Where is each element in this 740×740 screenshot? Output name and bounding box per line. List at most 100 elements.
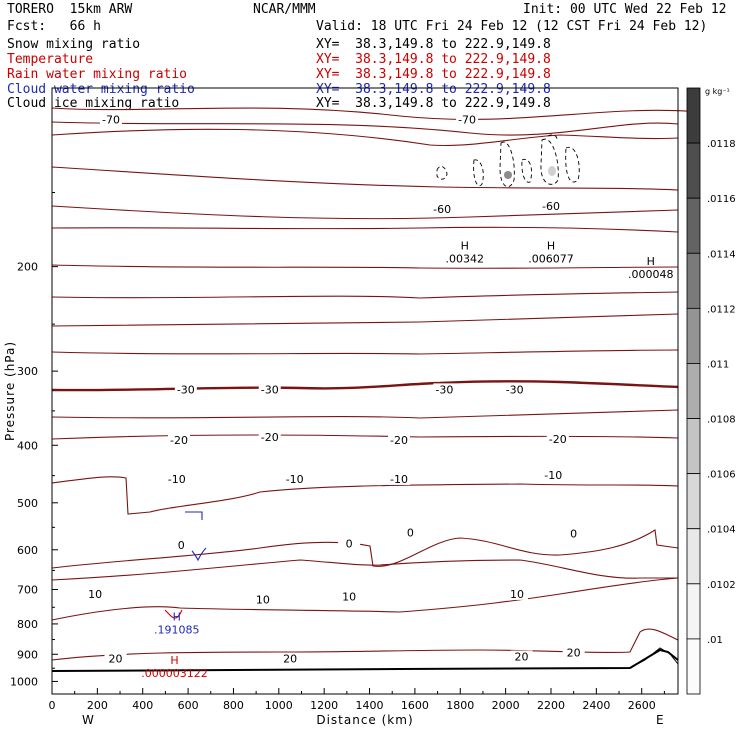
isotherm-label-bg — [84, 588, 107, 601]
y-tick-label: 400 — [17, 439, 38, 452]
ice-core-marks — [504, 166, 556, 179]
colorbar-swatch — [686, 363, 701, 419]
y-tick-label: 500 — [17, 497, 38, 510]
x-tick-label: 800 — [223, 699, 244, 712]
colorbar-tick-label: .01 — [707, 635, 723, 646]
isotherm-label: 20 — [283, 653, 297, 666]
isotherm-label: -30 — [506, 383, 524, 396]
y-tick-label: 1000 — [10, 675, 38, 688]
rain-outline — [164, 609, 183, 619]
isotherm-label-bg — [99, 113, 122, 126]
x-tick-label: 600 — [178, 699, 199, 712]
isotherm-line — [51, 166, 679, 191]
x-tick-label: 2600 — [628, 699, 656, 712]
field-xy-cloud-water: XY= 38.3,149.8 to 222.9,149.8 — [316, 82, 551, 97]
isotherm-label: -60 — [433, 203, 451, 216]
isotherm-label: 0 — [178, 539, 185, 552]
init-time: Init: 00 UTC Wed 22 Feb 12 — [523, 2, 727, 17]
isotherm-line — [51, 559, 678, 581]
high-value: .000003122 — [141, 667, 207, 680]
field-name-temperature: Temperature — [7, 52, 94, 67]
colorbar-swatch — [686, 197, 701, 254]
isotherm-label-bg — [546, 432, 569, 445]
x-tick-label: 2400 — [582, 699, 610, 712]
high-marker: H — [547, 239, 555, 252]
isotherm-label-bg — [539, 199, 562, 212]
isotherm-label: -10 — [544, 469, 562, 482]
isotherm-label: 10 — [256, 593, 270, 606]
field-name-rain: Rain water mixing ratio — [7, 67, 188, 82]
ice-contour — [499, 141, 515, 188]
colorbar-tick-label: .0116 — [707, 194, 736, 205]
colorbar-units: g kg⁻¹ — [705, 87, 730, 96]
field-name-cloud-water: Cloud water mixing ratio — [7, 82, 195, 97]
isotherm-label-bg — [258, 383, 281, 396]
colorbar-swatch — [686, 252, 701, 309]
cloud-ice-contours — [436, 134, 580, 188]
isotherm-line — [51, 628, 679, 661]
y-tick-label: 200 — [17, 261, 38, 274]
isotherm-label-bg — [388, 434, 411, 447]
colorbar-tick-label: .0102 — [707, 580, 736, 591]
x-tick-label: 1200 — [310, 699, 338, 712]
high-value: .191085 — [154, 624, 200, 637]
isotherm-label: -60 — [542, 200, 560, 213]
isotherm-line — [51, 529, 679, 569]
isotherm-label: 0 — [346, 537, 353, 550]
isotherm-label-bg — [431, 203, 454, 216]
field-name-cloud-ice: Cloud ice mixing ratio — [7, 96, 180, 111]
chart-marks: -70 -70 -60 -60 -30 -30 -30 -30 -20 -20 -20 -20 -10 -… — [84, 113, 674, 680]
colorbar-swatch — [686, 638, 701, 695]
colorbar-swatch — [686, 583, 701, 640]
colorbar-tick-label: .011 — [707, 359, 729, 370]
ice-contour — [473, 159, 484, 187]
isotherm-label: -20 — [261, 431, 279, 444]
cloud-water-contour — [185, 511, 207, 562]
y-tick-label: 700 — [17, 584, 38, 597]
isotherm-label: -20 — [170, 434, 188, 447]
isotherm-line — [51, 409, 679, 419]
isotherm-line — [51, 313, 679, 327]
colorbar-swatch — [686, 418, 701, 475]
isotherm-line — [51, 476, 679, 515]
ice-contour — [547, 134, 558, 142]
isotherm-line — [51, 107, 701, 120]
field-xy-cloud-ice: XY= 38.3,149.8 to 222.9,149.8 — [316, 96, 551, 111]
isotherm-label-bg — [283, 473, 306, 486]
isotherm-label-bg — [168, 434, 191, 447]
isotherm-label: -70 — [458, 113, 476, 126]
isotherm-label-bg — [279, 652, 302, 665]
y-tick-label: 300 — [17, 365, 38, 378]
isotherm-label-bg — [258, 430, 281, 443]
field-xy-snow: XY= 38.3,149.8 to 222.9,149.8 — [316, 37, 551, 52]
center-title: NCAR/MMM — [253, 2, 316, 17]
isotherm-label: -30 — [435, 383, 453, 396]
high-marker: H — [170, 654, 178, 667]
x-tick-label: 2200 — [537, 699, 565, 712]
isotherm-label: 20 — [515, 651, 529, 664]
x-tick-label: 400 — [132, 699, 153, 712]
isotherm-label: 10 — [342, 590, 356, 603]
isotherm-line — [51, 205, 679, 220]
isotherm-label: 20 — [567, 646, 581, 659]
colorbar-swatch — [686, 473, 701, 530]
isotherm-label-bg — [503, 383, 526, 396]
plot-frame — [51, 87, 679, 695]
isotherm-line — [51, 128, 679, 147]
isotherm-label: -70 — [102, 113, 120, 126]
isotherm-label-bg — [505, 587, 528, 600]
colorbar-tick-label: .0112 — [707, 304, 736, 315]
isotherm-label: 0 — [407, 526, 414, 539]
colorbar-swatch — [686, 142, 701, 199]
isotherm-line — [51, 226, 679, 233]
isotherm-label-bg — [174, 383, 197, 396]
colorbar-swatch — [686, 528, 701, 585]
isotherm-label: -10 — [390, 473, 408, 486]
isotherm-label-bg — [338, 590, 361, 603]
isotherm-label-bg — [510, 650, 533, 663]
x-tick-label: 1600 — [401, 699, 429, 712]
terrain-outline — [629, 647, 679, 669]
x-end-label-east: E — [656, 713, 664, 727]
isotherm-label: -10 — [286, 473, 304, 486]
